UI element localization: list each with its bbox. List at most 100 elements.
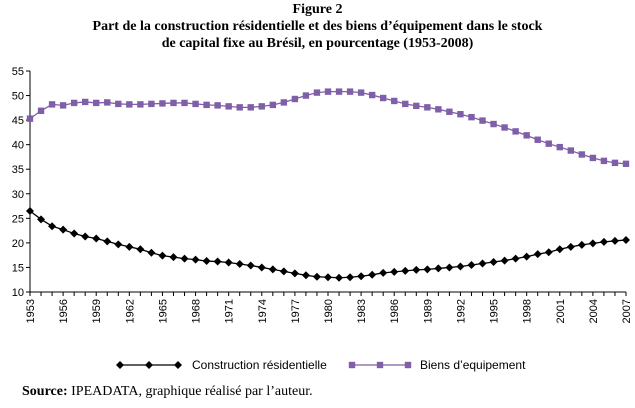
data-point: [589, 154, 597, 162]
data-point: [269, 101, 277, 109]
data-point: [235, 260, 244, 269]
data-point: [158, 251, 167, 260]
y-axis: 10 15 20 25 30 35 40 45 50 55: [12, 66, 31, 299]
data-point: [302, 92, 310, 99]
data-point: [181, 99, 188, 107]
data-point: [577, 240, 586, 249]
data-point: [246, 261, 255, 270]
data-point: [567, 147, 575, 154]
data-point: [324, 273, 332, 282]
data-point: [511, 254, 520, 263]
data-point: [37, 107, 45, 114]
data-point: [203, 101, 210, 109]
data-point: [390, 267, 399, 276]
data-point: [301, 271, 310, 280]
data-point: [479, 117, 486, 124]
data-point: [191, 255, 200, 264]
data-point: [93, 99, 100, 107]
data-point: [413, 102, 420, 110]
y-tick-label: 45: [12, 115, 24, 127]
y-tick-label: 30: [12, 189, 24, 201]
x-tick-label: 2004: [588, 299, 600, 323]
x-tick-label: 1986: [389, 299, 401, 323]
data-point: [192, 100, 199, 108]
data-point: [26, 115, 34, 122]
data-point: [357, 272, 366, 281]
data-point: [70, 229, 79, 238]
legend: Construction résidentielle Biens d’equipe…: [116, 358, 526, 372]
data-point: [202, 257, 211, 266]
x-tick-label: 1965: [157, 299, 169, 323]
data-point: [391, 97, 398, 105]
data-point: [114, 240, 123, 249]
data-point: [423, 265, 432, 274]
data-point: [346, 88, 354, 95]
legend-marker: [348, 361, 356, 369]
data-point: [368, 270, 377, 279]
data-point: [280, 99, 288, 106]
data-point: [258, 103, 265, 110]
data-point: [257, 263, 266, 272]
data-point: [81, 98, 89, 106]
data-point: [159, 100, 166, 107]
legend-marker: [116, 361, 124, 369]
legend-label: Biens d’equipement: [420, 358, 526, 372]
y-tick-label: 55: [12, 66, 24, 78]
data-point: [522, 252, 531, 261]
figure-title-line2: de capital fixe au Brésil, en pourcentag…: [161, 36, 474, 51]
y-tick-label: 50: [12, 91, 24, 103]
data-point: [335, 88, 343, 95]
legend-marker: [174, 361, 182, 369]
x-tick-label: 1980: [323, 299, 335, 323]
data-point: [148, 100, 155, 108]
data-point: [126, 101, 133, 108]
figure-header: Figure 2 Part de la construction résiden…: [0, 2, 635, 52]
data-point: [103, 237, 112, 246]
data-point: [170, 99, 177, 107]
data-point: [545, 140, 552, 147]
x-tick-label: 2007: [621, 299, 633, 323]
data-point: [81, 232, 90, 241]
data-point: [622, 235, 630, 244]
legend-marker: [145, 361, 153, 369]
data-point: [434, 264, 443, 273]
data-point: [225, 103, 232, 110]
legend-marker: [376, 361, 384, 369]
x-tick-label: 1974: [257, 299, 269, 323]
data-point: [599, 237, 608, 246]
data-point: [59, 225, 68, 234]
data-point: [512, 128, 519, 135]
data-point: [147, 248, 156, 257]
data-point: [335, 273, 344, 282]
x-tick-label: 1971: [224, 299, 236, 323]
data-point: [136, 245, 145, 254]
data-point: [313, 89, 321, 96]
data-point: [578, 151, 586, 158]
data-point: [401, 266, 410, 275]
data-point: [610, 236, 619, 245]
data-point: [180, 254, 189, 263]
data-point: [379, 268, 388, 277]
data-point: [457, 111, 464, 118]
data-point: [467, 260, 476, 269]
legend-label: Construction résidentielle: [192, 358, 327, 372]
data-point: [379, 94, 387, 102]
data-point: [622, 160, 630, 168]
data-point: [312, 272, 321, 281]
data-point: [290, 269, 299, 278]
legend-construction: Construction résidentielle: [116, 358, 327, 372]
data-point: [478, 259, 487, 268]
series-layer: [26, 88, 630, 282]
data-point: [236, 104, 243, 111]
x-tick-label: 1956: [58, 299, 70, 323]
data-point: [37, 215, 46, 224]
source-note: Source: IPEADATA, graphique réalisé par …: [22, 384, 313, 400]
data-point: [169, 253, 178, 262]
source-label: Source:: [22, 384, 68, 399]
data-point: [115, 100, 122, 108]
legend-equipement: Biens d’equipement: [348, 358, 526, 372]
x-tick-label: 1962: [124, 299, 136, 323]
data-point: [600, 157, 608, 165]
data-point: [125, 242, 134, 251]
